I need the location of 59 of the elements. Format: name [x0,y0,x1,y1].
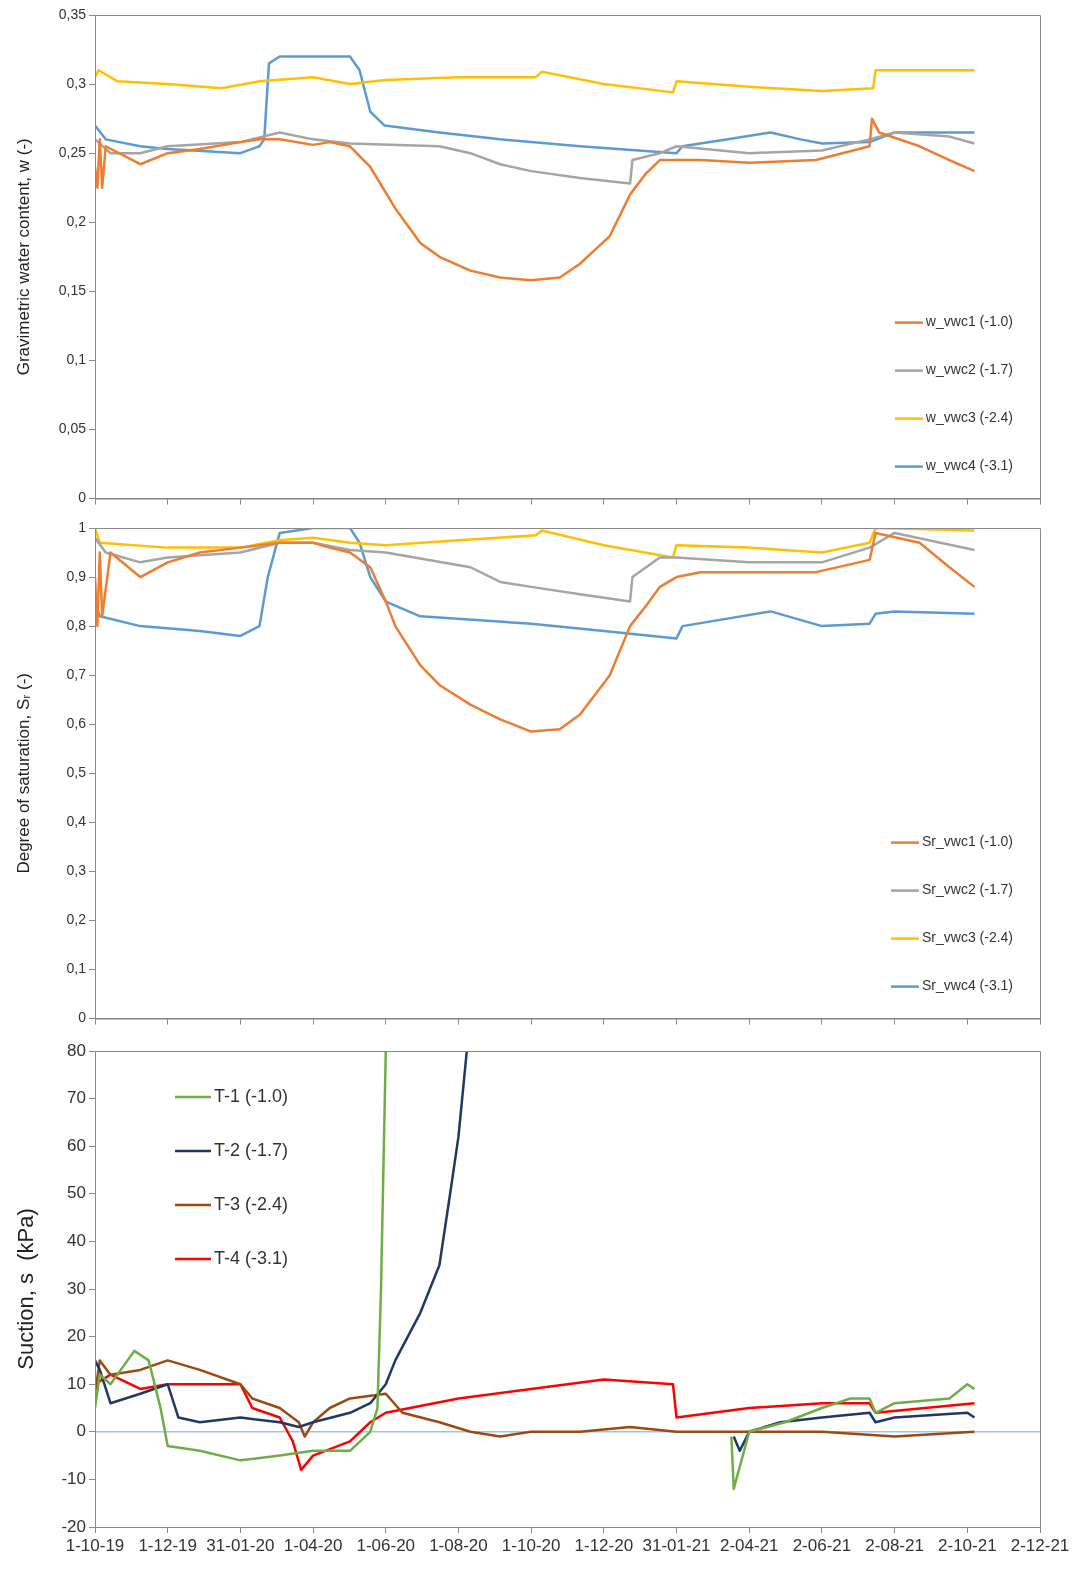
y-tick-label: 0 [78,1009,87,1026]
legend-label: w_vwc4 (-3.1) [924,457,1014,474]
x-tick-label: 2-10-21 [938,1535,997,1555]
y-tick-label: 1 [78,518,87,535]
y-tick-label: 60 [67,1135,86,1155]
y-tick-label: 0,4 [66,813,87,830]
x-tick-label: 2-06-21 [792,1535,852,1555]
y-axis-title: Suction, s (kPa) [13,1208,39,1370]
y-tick-label: 0,1 [66,351,87,368]
y-tick-label: 0,1 [66,960,87,977]
y-tick-label: 0,25 [58,144,87,161]
y-tick-label: 0,3 [66,862,87,879]
y-tick-label: 0,35 [58,5,87,22]
y-tick-label: 0,8 [66,616,87,633]
y-tick-label: 30 [67,1278,86,1298]
legend-label: Sr_vwc1 (-1.0) [921,833,1014,850]
x-tick-label: 2-08-21 [865,1535,924,1555]
y-tick-label: 40 [67,1231,86,1251]
x-tick-label: 2-12-21 [1010,1535,1070,1555]
x-tick-label: 1-04-20 [283,1535,343,1555]
y-tick-label: 0,2 [66,911,87,928]
y-tick-label: 0,6 [66,715,87,732]
legend-label: T-3 (-2.4) [214,1193,289,1214]
y-tick-label: 10 [67,1373,86,1393]
legend-label: T-2 (-1.7) [214,1139,289,1160]
y-tick-label: 20 [67,1326,86,1346]
x-tick-label: 1-12-20 [574,1535,634,1555]
legend-label: w_vwc2 (-1.7) [924,361,1014,378]
y-axis-title: Gravimetric water content, w (-) [13,138,33,376]
y-tick-label: 0,2 [66,213,87,230]
y-tick-label: 0,7 [66,666,87,683]
x-tick-label: 1-06-20 [356,1535,416,1555]
y-tick-label: 70 [67,1088,86,1108]
x-tick-label: 1-08-20 [429,1535,488,1555]
x-tick-label: 1-10-19 [65,1535,125,1555]
x-tick-label: 31-01-21 [642,1535,711,1555]
x-tick-label: 31-01-20 [206,1535,275,1555]
x-tick-label: 1-10-20 [501,1535,561,1555]
y-axis-title: Degree of saturation, Sᵣ (-) [13,673,33,874]
y-tick-label: -20 [61,1516,86,1536]
y-tick-label: 0,05 [58,420,87,437]
legend-label: Sr_vwc4 (-3.1) [921,977,1014,994]
legend-label: w_vwc1 (-1.0) [924,313,1014,330]
legend-label: w_vwc3 (-2.4) [924,409,1014,426]
legend-label: T-1 (-1.0) [214,1085,289,1106]
x-tick-label: 2-04-21 [719,1535,779,1555]
legend-label: Sr_vwc3 (-2.4) [921,929,1014,946]
legend-label: T-4 (-3.1) [214,1247,289,1268]
y-tick-label: 0 [78,489,87,506]
y-tick-label: 80 [67,1040,86,1060]
y-tick-label: 0,9 [66,567,87,584]
y-tick-label: -10 [61,1469,86,1489]
y-tick-label: 0,5 [66,764,87,781]
y-tick-label: 0,3 [66,74,87,91]
legend-label: Sr_vwc2 (-1.7) [921,881,1014,898]
y-tick-label: 50 [67,1183,86,1203]
y-tick-label: 0,15 [58,282,87,299]
y-tick-label: 0 [76,1421,86,1441]
x-tick-label: 1-12-19 [138,1535,197,1555]
